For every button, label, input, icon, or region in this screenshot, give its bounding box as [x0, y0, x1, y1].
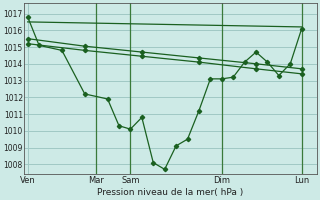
X-axis label: Pression niveau de la mer( hPa ): Pression niveau de la mer( hPa ) — [97, 188, 244, 197]
